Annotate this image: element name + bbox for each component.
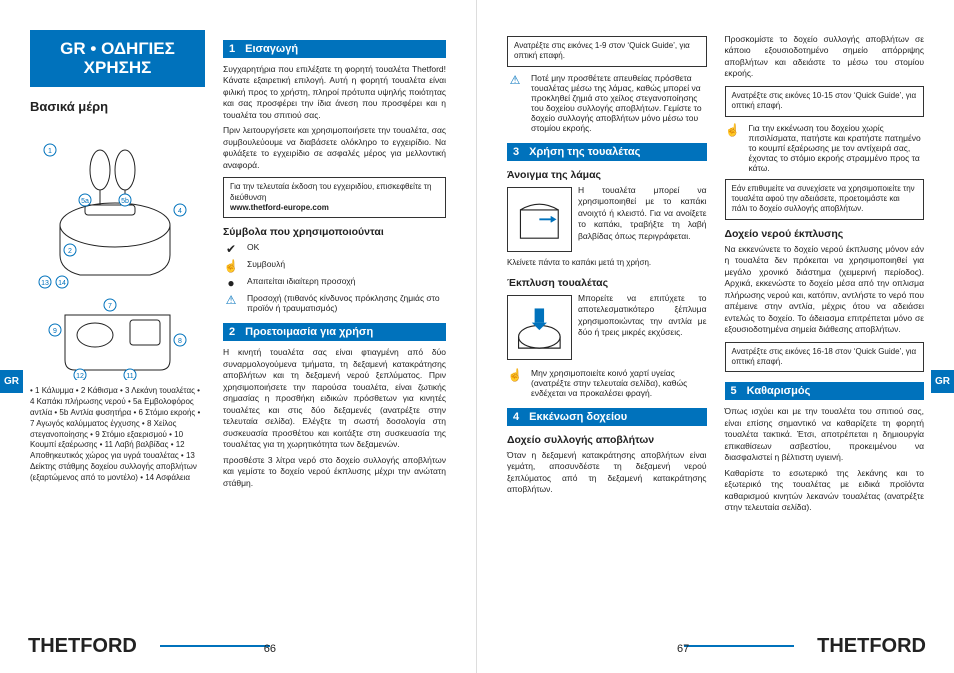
- quickguide-box-2: Ανατρέξτε στις εικόνες 10-15 στον ‘Quick…: [725, 86, 925, 117]
- lang-tab: GR: [0, 370, 23, 393]
- section-title: Εκκένωση δοχείου: [529, 411, 627, 423]
- hand-icon: ☝: [507, 368, 523, 382]
- section-title: Καθαρισμός: [747, 385, 811, 397]
- quickguide-box-1: Ανατρέξτε στις εικόνες 1-9 στον ‘Quick G…: [507, 36, 707, 67]
- hand-icon: ☝: [725, 123, 741, 137]
- svg-text:2: 2: [68, 248, 72, 255]
- svg-text:9: 9: [53, 328, 57, 335]
- manual-url-box: Για την τελευταία έκδοση του εγχειριδίου…: [223, 177, 446, 218]
- basic-parts-heading: Βασικά μέρη: [30, 99, 205, 114]
- page-title: GR • ΟΔΗΓΙΕΣ ΧΡΗΣΗΣ: [42, 40, 193, 77]
- section-3-bar: 3 Χρήση της τουαλέτας: [507, 143, 707, 161]
- parts-diagram: 1 5a 5b 4 2 13 14 9 7 8 11 12: [30, 120, 205, 380]
- title-block: GR • ΟΔΗΓΙΕΣ ΧΡΗΣΗΣ: [30, 30, 205, 87]
- section-num: 1: [229, 43, 235, 55]
- section-num: 5: [731, 385, 737, 397]
- intro-p1: Συγχαρητήρια που επιλέξατε τη φορητή του…: [223, 64, 446, 121]
- waste-text: Όταν η δεξαμενή κατακράτησης αποβλήτων ε…: [507, 450, 707, 496]
- section-title: Προετοιμασία για χρήση: [245, 326, 373, 338]
- svg-text:8: 8: [178, 338, 182, 345]
- prep-p2: προσθέστε 3 λίτρα νερό στο δοχείο συλλογ…: [223, 455, 446, 489]
- svg-text:5b: 5b: [121, 198, 129, 205]
- symbol-label: Προσοχή (πιθανός κίνδυνος πρόκλησης ζημι…: [247, 293, 446, 313]
- svg-text:12: 12: [76, 373, 84, 380]
- lang-tab: GR: [931, 370, 954, 393]
- footer-rule: [684, 645, 794, 647]
- flushwater-heading: Δοχείο νερού έκπλυσης: [725, 228, 925, 240]
- section-num: 4: [513, 411, 519, 423]
- page-number: 66: [264, 643, 276, 655]
- caution-text: Ποτέ μην προσθέτετε απευθείας πρόσθετα τ…: [531, 73, 707, 133]
- svg-text:5a: 5a: [81, 198, 89, 205]
- section-num: 3: [513, 146, 519, 158]
- section-title: Εισαγωγή: [245, 43, 298, 55]
- waste-reuse-box: Εάν επιθυμείτε να συνεχίσετε να χρησιμοπ…: [725, 179, 925, 220]
- symbol-label: OK: [247, 242, 259, 252]
- svg-text:14: 14: [58, 280, 66, 287]
- hand-icon: ☝: [223, 259, 239, 273]
- flush-diagram: [507, 295, 572, 360]
- blade-heading: Άνοιγμα της λάμας: [507, 169, 707, 181]
- check-icon: ✔: [223, 242, 239, 256]
- flush-heading: Έκπλυση τουαλέτας: [507, 277, 707, 289]
- svg-text:4: 4: [178, 208, 182, 215]
- flushwater-text: Να εκκενώνετε το δοχείο νερού έκπλυσης μ…: [725, 244, 925, 336]
- blade-note: Κλείνετε πάντα το καπάκι μετά τη χρήση.: [507, 258, 707, 269]
- symbol-label: Συμβουλή: [247, 259, 285, 269]
- quickguide-box-3: Ανατρέξτε στις εικόνες 16-18 στον ‘Quick…: [725, 342, 925, 373]
- intro-p2: Πριν λειτουργήσετε και χρησιμοποιήσετε τ…: [223, 125, 446, 171]
- clean-p2: Καθαρίστε το εσωτερικό της λεκάνης και τ…: [725, 468, 925, 514]
- waste-p2: Προσκομίστε το δοχείο συλλογής αποβλήτων…: [725, 34, 925, 80]
- warning-icon: ⚠: [223, 293, 239, 307]
- svg-text:13: 13: [41, 280, 49, 287]
- svg-text:1: 1: [48, 148, 52, 155]
- waste-tip: Για την εκκένωση του δοχείου χωρίς πιτσι…: [749, 123, 925, 173]
- flush-tip: Μην χρησιμοποιείτε κοινό χαρτί υγείας (α…: [531, 368, 707, 398]
- section-4-bar: 4 Εκκένωση δοχείου: [507, 408, 707, 426]
- manual-url: www.thetford-europe.com: [230, 203, 329, 212]
- section-title: Χρήση της τουαλέτας: [529, 146, 640, 158]
- parts-legend: • 1 Κάλυμμα • 2 Κάθισμα • 3 Λεκάνη τουαλ…: [30, 386, 205, 483]
- exclaim-icon: ●: [223, 276, 239, 290]
- svg-text:11: 11: [126, 373, 133, 380]
- brand-logo: THETFORD: [28, 635, 137, 658]
- warning-icon: ⚠: [507, 73, 523, 87]
- section-5-bar: 5 Καθαρισμός: [725, 382, 925, 400]
- symbol-label: Απαιτείται ιδιαίτερη προσοχή: [247, 276, 355, 286]
- brand-logo: THETFORD: [817, 635, 926, 658]
- prep-p1: Η κινητή τουαλέτα σας είναι φτιαγμένη απ…: [223, 347, 446, 450]
- blade-diagram: [507, 187, 572, 252]
- waste-heading: Δοχείο συλλογής αποβλήτων: [507, 434, 707, 446]
- svg-text:7: 7: [108, 303, 112, 310]
- footer-rule: [160, 645, 270, 647]
- box-text: Για την τελευταία έκδοση του εγχειριδίου…: [230, 182, 431, 201]
- clean-p1: Όπως ισχύει και με την τουαλέτα του σπιτ…: [725, 406, 925, 463]
- section-2-bar: 2 Προετοιμασία για χρήση: [223, 323, 446, 341]
- page-number: 67: [677, 643, 689, 655]
- symbols-heading: Σύμβολα που χρησιμοποιούνται: [223, 226, 446, 238]
- section-num: 2: [229, 326, 235, 338]
- section-1-bar: 1 Εισαγωγή: [223, 40, 446, 58]
